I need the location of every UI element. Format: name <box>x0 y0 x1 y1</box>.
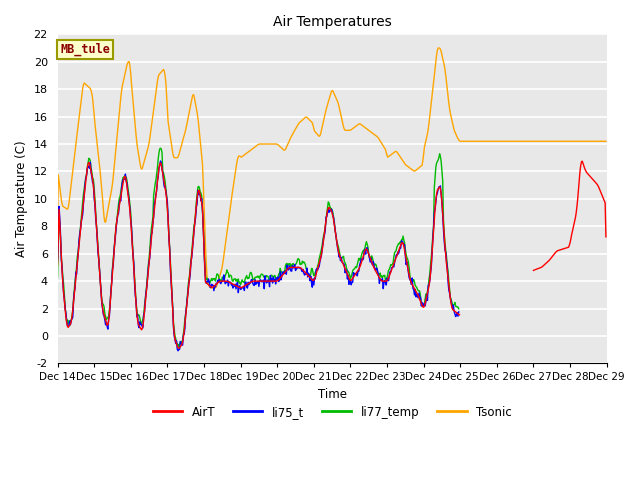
Legend: AirT, li75_t, li77_temp, Tsonic: AirT, li75_t, li77_temp, Tsonic <box>148 401 516 423</box>
X-axis label: Time: Time <box>317 388 347 401</box>
Y-axis label: Air Temperature (C): Air Temperature (C) <box>15 141 28 257</box>
Title: Air Temperatures: Air Temperatures <box>273 15 392 29</box>
Text: MB_tule: MB_tule <box>60 43 110 56</box>
